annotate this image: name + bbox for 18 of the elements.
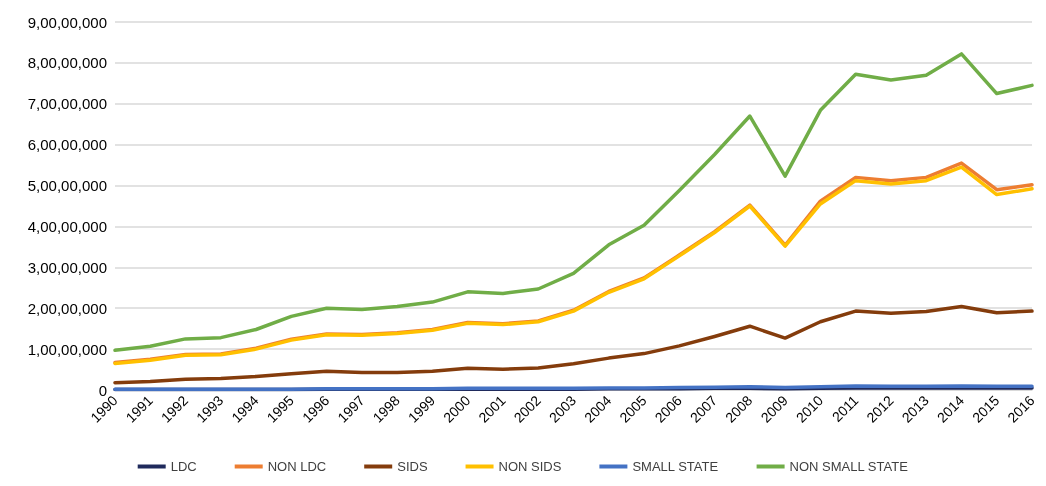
y-tick-label: 5,00,00,000 (27, 177, 107, 195)
y-tick-label: 4,00,00,000 (27, 217, 107, 235)
y-tick-label: 0 (98, 381, 107, 399)
y-tick-label: 2,00,00,000 (27, 299, 107, 317)
legend-label: SIDS (397, 459, 428, 474)
y-tick-label: 6,00,00,000 (27, 136, 107, 154)
y-tick-label: 7,00,00,000 (27, 95, 107, 113)
y-tick-label: 9,00,00,000 (27, 13, 107, 31)
line-series (113, 52, 1034, 353)
y-tick-label: 3,00,00,000 (27, 258, 107, 276)
legend-label: SMALL STATE (632, 459, 719, 474)
legend-label: NON SIDS (498, 459, 562, 474)
legend-label: LDC (170, 459, 197, 474)
y-tick-label: 8,00,00,000 (27, 54, 107, 72)
legend-label: NON SMALL STATE (789, 459, 909, 474)
y-tick-label: 1,00,00,000 (27, 340, 107, 358)
line-series (113, 304, 1034, 385)
legend-label: NON LDC (267, 459, 327, 474)
